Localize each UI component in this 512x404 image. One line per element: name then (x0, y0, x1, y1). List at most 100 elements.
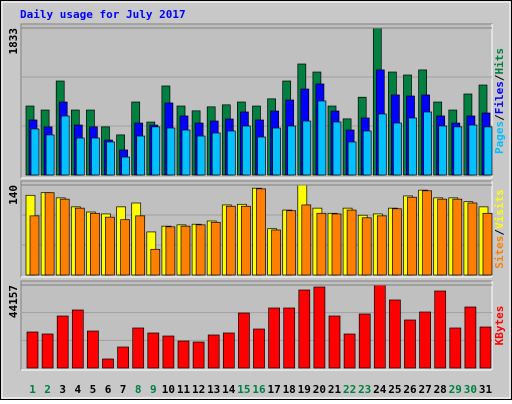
bar (120, 219, 130, 276)
legend-separator: / (493, 114, 506, 121)
bar (242, 125, 251, 176)
bar (452, 198, 463, 276)
legend-separator: / (493, 229, 506, 236)
bar (192, 341, 205, 369)
bar (283, 307, 296, 369)
bar (404, 319, 416, 369)
bar (177, 340, 190, 369)
bar (272, 127, 281, 176)
bar (392, 208, 402, 276)
bar (195, 224, 206, 276)
bar (74, 207, 85, 276)
bar (464, 306, 477, 369)
bar (147, 332, 160, 369)
bar (347, 141, 357, 176)
x-tick-label: 18 (283, 383, 296, 396)
bar (211, 132, 221, 176)
bar (313, 286, 326, 369)
bar (207, 334, 220, 369)
bar (196, 135, 206, 176)
x-tick-label: 20 (313, 383, 326, 396)
x-tick-label: 19 (298, 383, 311, 396)
legend-entry: Hits (493, 48, 506, 75)
bar (479, 326, 492, 369)
bar (29, 215, 40, 276)
bar (373, 284, 386, 369)
bar (317, 100, 327, 176)
x-tick-label: 15 (237, 383, 250, 396)
legend: Sites/Visits (493, 189, 506, 269)
legend: Pages/Files/Hits (493, 48, 506, 154)
bar (105, 216, 115, 276)
bar (136, 135, 146, 176)
legend-entry: Sites (493, 236, 506, 269)
bar (241, 205, 251, 276)
x-tick-label: 24 (373, 383, 387, 396)
bar (165, 226, 176, 276)
x-tick-label: 16 (252, 383, 266, 396)
bar (59, 198, 70, 276)
legend-entry: Files (493, 81, 506, 114)
legend-entry: Pages (493, 121, 506, 154)
bar (253, 328, 265, 369)
x-tick-label: 26 (403, 383, 417, 396)
bar (408, 117, 417, 176)
bar (180, 225, 191, 276)
bar (135, 215, 146, 276)
bar (60, 115, 70, 176)
bar (332, 121, 342, 176)
bar (225, 205, 236, 276)
bar (483, 126, 493, 176)
bar (150, 248, 161, 276)
bar (393, 122, 402, 176)
bar (102, 358, 114, 369)
bar (45, 134, 55, 176)
x-tick-label: 2 (44, 383, 51, 396)
bar (166, 127, 176, 176)
bar (162, 335, 175, 369)
bar (301, 204, 312, 276)
bar (256, 188, 266, 276)
x-tick-label: 29 (449, 383, 462, 396)
x-tick-label: 25 (388, 383, 401, 396)
chart-title: Daily usage for July 2017 (20, 8, 186, 21)
bar (302, 120, 312, 176)
x-tick-label: 13 (207, 383, 220, 396)
legend-entry: KBytes (493, 306, 506, 346)
bar (298, 289, 311, 369)
x-tick-label: 10 (162, 383, 175, 396)
bar (422, 190, 432, 276)
x-tick-label: 14 (222, 383, 236, 396)
bar (358, 313, 371, 369)
legend-separator: / (493, 74, 506, 81)
legend: KBytes (493, 306, 506, 346)
x-tick-label: 12 (192, 383, 205, 396)
x-tick-label: 30 (464, 383, 477, 396)
bar (331, 213, 342, 276)
bar (222, 332, 235, 369)
x-tick-label: 21 (328, 383, 342, 396)
bar (226, 130, 236, 176)
bar (343, 333, 356, 369)
bar (91, 137, 100, 176)
bar (467, 202, 478, 276)
bar (90, 212, 100, 276)
bar (287, 125, 297, 176)
bar (376, 215, 387, 276)
bar (316, 212, 327, 276)
bar (271, 229, 281, 276)
x-tick-label: 17 (267, 383, 280, 396)
x-tick-label: 1 (29, 383, 36, 396)
bar (26, 331, 39, 369)
x-tick-label: 6 (105, 383, 112, 396)
bar (181, 129, 191, 176)
bar (453, 126, 463, 176)
x-tick-label: 5 (90, 383, 97, 396)
bar (438, 125, 448, 176)
bar (132, 327, 145, 369)
bar (361, 217, 372, 276)
bar (268, 307, 280, 369)
